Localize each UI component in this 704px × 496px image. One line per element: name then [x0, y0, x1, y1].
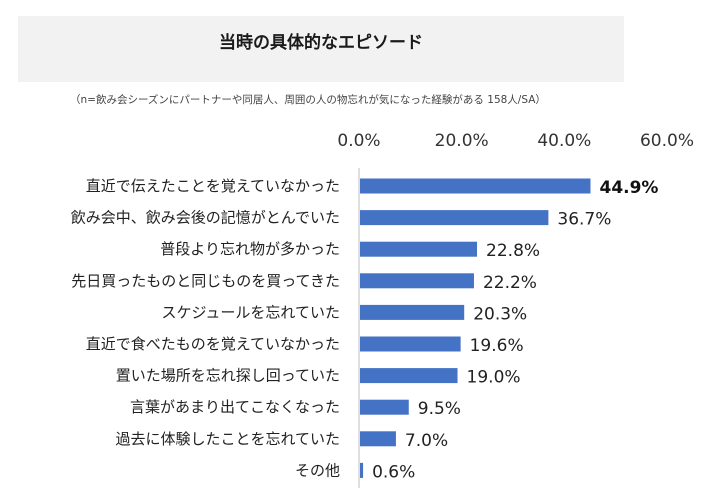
chart-subtitle: （n=飲み会シーズンにパートナーや同居人、周囲の人の物忘れが気になった経験がある… [70, 94, 546, 106]
category-label: 飲み会中、飲み会後の記憶がとんでいた [71, 209, 340, 227]
x-tick-label: 0.0% [337, 131, 380, 151]
data-label: 44.9% [599, 178, 658, 198]
category-label: 言葉があまり出てこなくなった [130, 398, 340, 416]
data-label: 19.0% [467, 368, 521, 388]
data-label: 22.8% [486, 241, 540, 261]
bar [360, 368, 458, 384]
category-label: 普段より忘れ物が多かった [160, 240, 340, 258]
bar [360, 304, 465, 320]
bar [360, 336, 461, 352]
data-label: 22.2% [483, 273, 537, 293]
bar [360, 210, 549, 226]
category-label: 過去に体験したことを忘れていた [115, 430, 340, 448]
data-label: 20.3% [473, 304, 527, 324]
category-label: スケジュールを忘れていた [161, 303, 340, 321]
chart-title: 当時の具体的なエピソード [219, 33, 423, 53]
bar [360, 431, 396, 447]
data-label: 36.7% [557, 210, 611, 230]
title-banner [18, 16, 624, 82]
category-label: 直近で伝えたことを覚えていなかった [86, 177, 340, 195]
x-tick-label: 40.0% [537, 131, 591, 151]
data-label: 0.6% [372, 462, 415, 482]
category-label: 置いた場所を忘れ探し回っていた [116, 367, 340, 385]
bar [360, 462, 364, 478]
bar [360, 273, 474, 289]
bar [360, 241, 478, 257]
category-label: 先日買ったものと同じものを買ってきた [71, 272, 340, 290]
category-label: 直近で食べたものを覚えていなかった [86, 335, 340, 353]
data-label: 7.0% [405, 431, 448, 451]
bar [360, 178, 591, 194]
data-label: 9.5% [418, 399, 461, 419]
data-label: 19.6% [470, 336, 524, 356]
category-label: その他 [295, 461, 340, 479]
x-tick-label: 20.0% [435, 131, 489, 151]
bar [360, 399, 409, 415]
x-tick-label: 60.0% [640, 131, 694, 151]
